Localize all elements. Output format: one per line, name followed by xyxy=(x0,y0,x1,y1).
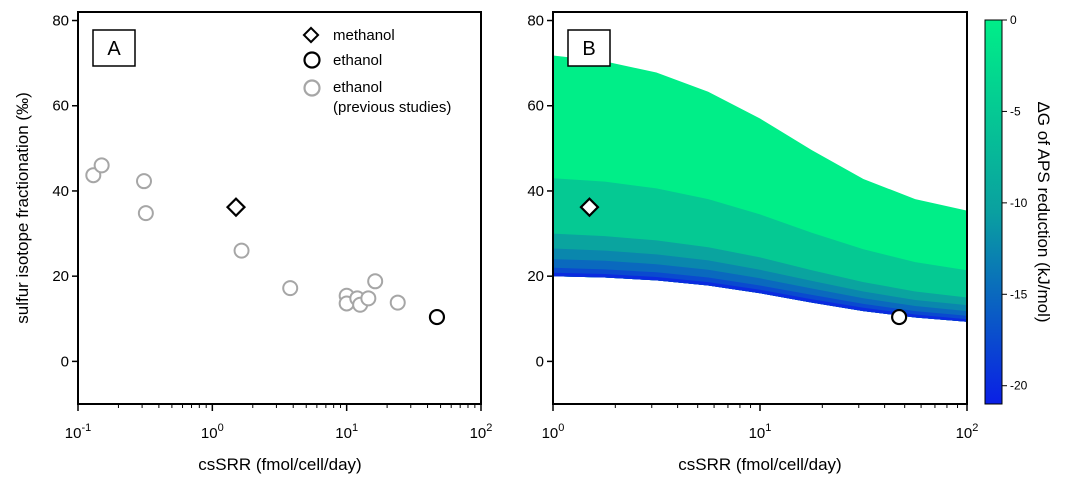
panel-b-ytick-label: 80 xyxy=(527,13,544,30)
legend-previous-label: ethanol (previous studies) xyxy=(333,79,451,116)
legend: methanol ethanol ethanol (previous studi… xyxy=(302,26,451,116)
panel-a: 0 20 40 60 80 10-1 100 101 102 A methanol ethano… xyxy=(13,11,492,474)
legend-methanol-label: methanol xyxy=(333,27,395,44)
legend-ethanol-marker xyxy=(303,51,321,69)
panel-a-xtick-label: 100 xyxy=(201,422,224,442)
colorbar-tick-label: -10 xyxy=(1010,196,1028,210)
panel-b-bands xyxy=(553,55,967,322)
colorbar-tick-label: -15 xyxy=(1010,287,1028,301)
panel-b-xlabel: csSRR (fmol/cell/day) xyxy=(678,455,841,474)
panel-b-ytick-label: 40 xyxy=(527,183,544,200)
panel-a-xlabel: csSRR (fmol/cell/day) xyxy=(198,455,361,474)
legend-previous-marker xyxy=(303,79,321,97)
ethanol-point xyxy=(428,308,446,326)
panel-b-label-box xyxy=(567,29,611,67)
colorbar-gradient xyxy=(984,19,1003,405)
panel-a-ytick-label: 60 xyxy=(52,98,69,115)
colorbar-ticks: 0 -5 -10 -15 -20 xyxy=(1002,13,1028,393)
panel-a-xtick-label: 102 xyxy=(470,422,493,442)
legend-methanol-marker xyxy=(302,26,320,44)
previous-study-point xyxy=(233,242,250,259)
panel-b-frame xyxy=(552,11,968,405)
panel-b-ytick-label: 0 xyxy=(536,353,544,370)
panel-a-ylabel: sulfur isotope fractionation (‰) xyxy=(13,92,32,324)
previous-study-point xyxy=(389,294,406,311)
panel-a-points xyxy=(85,157,446,326)
panel-a-axes: 0 20 40 60 80 10-1 100 101 102 xyxy=(52,13,492,442)
previous-study-point xyxy=(360,290,377,307)
legend-ethanol-label: ethanol xyxy=(333,52,382,69)
methanol-point xyxy=(579,197,600,218)
panel-a-frame xyxy=(77,11,482,405)
previous-study-point xyxy=(137,205,154,222)
panel-b: 0 20 40 60 80 100 101 102 B csSRR (fmol/cell/da… xyxy=(527,11,979,474)
previous-study-point xyxy=(93,157,110,174)
colorbar-tick-label: -20 xyxy=(1010,379,1028,393)
colorbar-tick-label: -5 xyxy=(1010,104,1021,118)
colorbar-tick-label: 0 xyxy=(1010,13,1017,27)
previous-study-point xyxy=(282,280,299,297)
panel-b-xtick-label: 100 xyxy=(542,422,565,442)
panel-a-label: A xyxy=(107,38,121,60)
dG-band xyxy=(553,272,967,322)
panel-a-xtick-label: 10-1 xyxy=(65,422,91,442)
colorbar-label: ΔG of APS reduction (kJ/mol) xyxy=(1034,101,1053,322)
panel-b-xtick-label: 102 xyxy=(956,422,979,442)
methanol-point xyxy=(225,197,247,218)
previous-study-point xyxy=(136,173,153,190)
panel-a-label-box xyxy=(92,29,136,67)
panel-a-ytick-label: 80 xyxy=(52,13,69,30)
panel-b-points xyxy=(579,197,908,326)
panel-b-ytick-label: 60 xyxy=(527,98,544,115)
panel-b-ytick-label: 20 xyxy=(527,268,544,285)
previous-study-point xyxy=(367,273,384,290)
panel-b-xtick-label: 101 xyxy=(749,422,772,442)
panel-a-ytick-label: 20 xyxy=(52,268,69,285)
panel-a-ytick-label: 40 xyxy=(52,183,69,200)
panel-a-ytick-label: 0 xyxy=(61,353,69,370)
colorbar: 0 -5 -10 -15 -20 ΔG of APS reduction (kJ/mol… xyxy=(984,13,1053,405)
panel-b-label: B xyxy=(582,38,595,60)
panel-a-xtick-label: 101 xyxy=(335,422,358,442)
ethanol-point xyxy=(891,308,908,326)
